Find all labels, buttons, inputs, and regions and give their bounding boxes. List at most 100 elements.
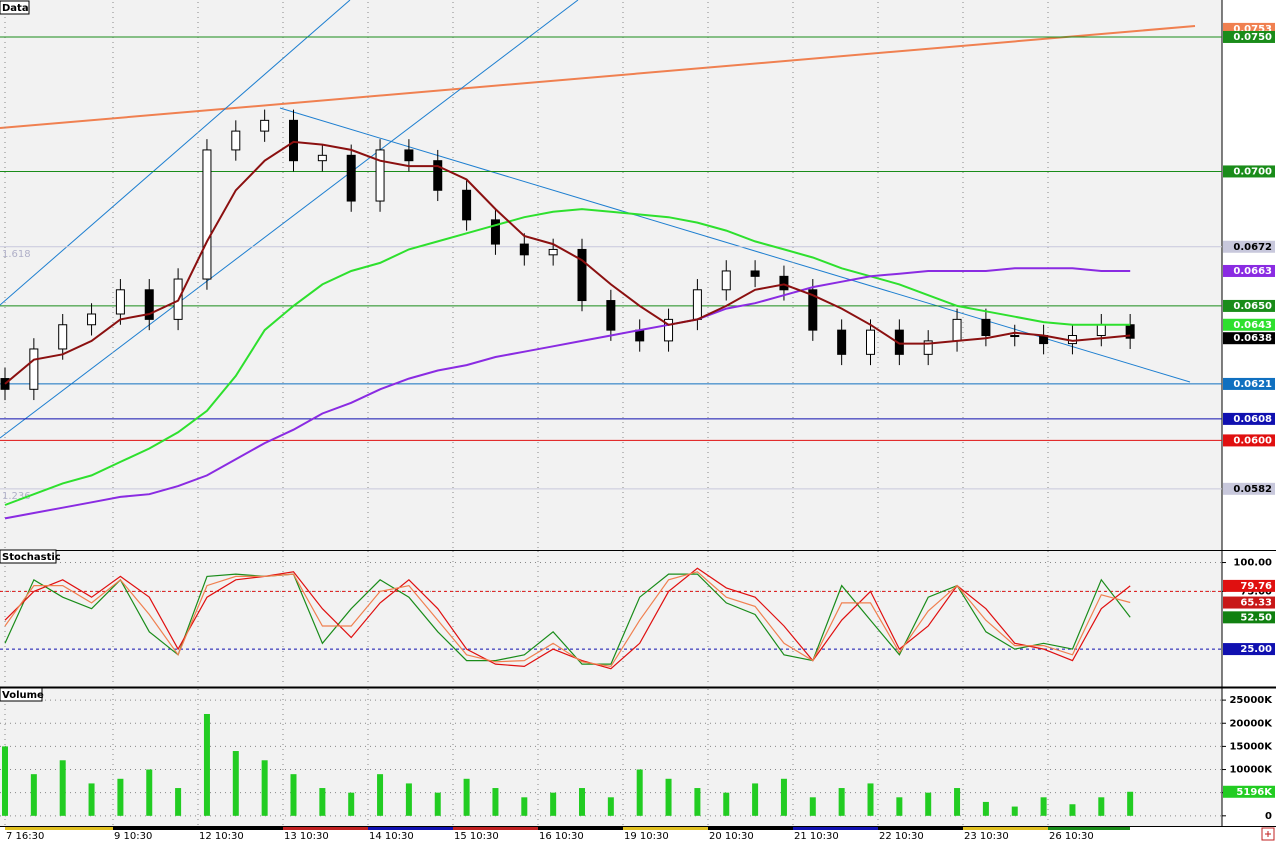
series-line (4, 567, 1131, 670)
volume-bar (30, 774, 37, 816)
level-label: 0.0582 (1233, 484, 1272, 495)
candle-body (231, 130, 241, 151)
volume-bar (896, 797, 903, 816)
candle-body (635, 329, 645, 342)
trend-line (0, 25, 1196, 129)
level-label: 0.0672 (1233, 242, 1272, 253)
session-strip (5, 827, 113, 830)
level-label: 5196K (1236, 787, 1273, 798)
fib-label: 1.618 (2, 249, 31, 260)
level-marker (1223, 579, 1275, 592)
level-marker (1223, 240, 1275, 253)
level-label: 0.0750 (1233, 32, 1272, 43)
x-tick-label: 22 10:30 (879, 831, 924, 842)
level-label: 79.76 (1240, 581, 1272, 592)
volume-bar (492, 788, 499, 816)
fib-label: 1.236 (2, 491, 31, 502)
candle-body (375, 149, 385, 202)
candle-body (837, 329, 847, 355)
volume-bar (88, 783, 95, 816)
level-marker (1223, 643, 1275, 656)
volume-bar (982, 801, 989, 816)
candle-body (1010, 335, 1020, 338)
volume-bar (434, 792, 441, 816)
level-label: 0.0663 (1233, 266, 1272, 277)
series-line (4, 571, 1131, 668)
level-marker (1223, 165, 1275, 178)
x-tick-label: 20 10:30 (709, 831, 754, 842)
session-strip (368, 827, 453, 830)
volume-bar (867, 783, 874, 816)
panel-title-box (0, 0, 30, 15)
session-strip (538, 827, 623, 830)
candle-body (58, 324, 68, 350)
candle-body (894, 329, 904, 355)
volume-bar (117, 778, 124, 816)
channel-line (0, 0, 579, 439)
level-label: 0.0650 (1233, 301, 1272, 312)
candle-body (202, 149, 212, 280)
corner-icon (1265, 831, 1271, 837)
session-strip (198, 827, 283, 830)
candle-body (548, 248, 558, 256)
panel-title: Data (2, 3, 29, 14)
panel-title-box (0, 549, 57, 564)
volume-bar (1127, 791, 1134, 816)
candle-body (289, 119, 298, 162)
level-label: 0.0638 (1233, 333, 1272, 344)
volume-bar (636, 769, 643, 816)
volume-bar (146, 769, 153, 816)
candle-body (433, 160, 443, 191)
volume-bar (319, 788, 326, 816)
x-tick-label: 13 10:30 (284, 831, 329, 842)
volume-bar (59, 760, 66, 816)
candle-body (1096, 324, 1106, 337)
candle-body (952, 318, 962, 342)
level-marker (1223, 377, 1275, 390)
candle-body (606, 300, 616, 331)
trend-line (279, 107, 1191, 383)
volume-bar (780, 778, 787, 816)
volume-bar (1069, 804, 1076, 816)
level-marker (1223, 785, 1275, 798)
candle-body (750, 270, 760, 277)
x-tick-label: 15 10:30 (454, 831, 499, 842)
level-marker (1223, 482, 1275, 495)
session-strip (283, 827, 368, 830)
y-tick-label: 25000K (1229, 695, 1273, 706)
volume-bar (261, 760, 268, 816)
level-marker (1223, 611, 1275, 624)
volume-bar (809, 797, 816, 816)
y-tick-label: 100.00 (1233, 558, 1272, 569)
y-tick-label: 10000K (1229, 765, 1273, 776)
volume-bar (1098, 797, 1105, 816)
panel-title-box (0, 687, 43, 702)
candle-body (462, 189, 472, 221)
candle-body (115, 289, 125, 315)
y-tick-label: 15000K (1229, 741, 1273, 752)
candle-body (490, 219, 500, 245)
y-tick-label: 20000K (1229, 718, 1273, 729)
volume-bar (550, 792, 557, 816)
candle-body (577, 248, 587, 302)
panel-title: Stochastic (2, 552, 61, 563)
volume-bar (579, 788, 585, 816)
series-line (4, 573, 1131, 665)
volume-bar (925, 792, 932, 816)
volume-bar (377, 774, 384, 816)
session-strip (113, 827, 198, 830)
level-label: 65.33 (1240, 598, 1272, 609)
level-marker (1223, 264, 1275, 277)
volume-bar (1011, 806, 1018, 816)
volume-bar (463, 778, 470, 816)
session-strip (1048, 827, 1130, 830)
session-strip (963, 827, 1048, 830)
candle-body (87, 313, 97, 326)
level-label: 0.0600 (1233, 435, 1272, 446)
volume-bar (521, 797, 528, 816)
volume-bar (607, 797, 614, 816)
volume-bar (723, 792, 730, 816)
x-tick-label: 26 10:30 (1049, 831, 1094, 842)
